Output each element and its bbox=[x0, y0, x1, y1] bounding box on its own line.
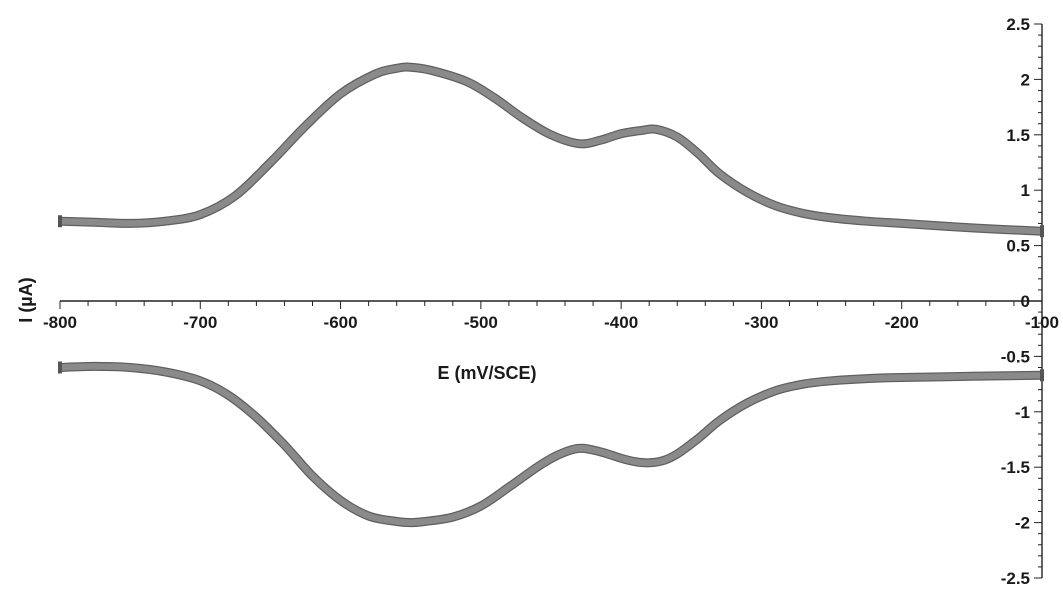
series-line-outline-1 bbox=[59, 62, 1043, 236]
x-tick-label: -700 bbox=[183, 313, 217, 332]
y-tick-label: -1 bbox=[1015, 403, 1030, 422]
x-tick-label: -200 bbox=[885, 313, 919, 332]
series-line-2 bbox=[59, 363, 1043, 526]
series-1-start-cap bbox=[58, 215, 62, 228]
x-tick-label: -400 bbox=[604, 313, 638, 332]
series-layer bbox=[58, 62, 1044, 528]
series-1-end-cap bbox=[1040, 225, 1044, 238]
series-line-1 bbox=[59, 63, 1043, 235]
y-tick-label: 0.5 bbox=[1006, 237, 1030, 256]
y-tick-label: 1 bbox=[1021, 181, 1030, 200]
y-tick-label: 0 bbox=[1021, 292, 1030, 311]
x-tick-label: -100 bbox=[1025, 313, 1059, 332]
y-tick-label: -1.5 bbox=[1001, 458, 1030, 477]
y-tick-label: 2.5 bbox=[1006, 15, 1030, 34]
series-line-outline-2 bbox=[59, 361, 1043, 528]
axes bbox=[59, 23, 1043, 579]
x-axis-title: E (mV/SCE) bbox=[437, 363, 536, 383]
y-tick-label: 2 bbox=[1021, 70, 1030, 89]
y-tick-label: 1.5 bbox=[1006, 126, 1030, 145]
tick-label-layer: -800 -700 -600 -500 -400 -300 -200 -100 -2.5 -2 -1… bbox=[43, 15, 1059, 588]
x-tick-label: -500 bbox=[464, 313, 498, 332]
y-axis-title: I (µA) bbox=[16, 277, 36, 322]
series-2-start-cap bbox=[58, 361, 62, 374]
series-2-end-cap bbox=[1040, 369, 1044, 382]
y-tick-label: -2.5 bbox=[1001, 569, 1030, 588]
x-tick-label: -300 bbox=[744, 313, 778, 332]
x-tick-label: -800 bbox=[43, 313, 77, 332]
y-tick-label: -0.5 bbox=[1001, 347, 1030, 366]
x-tick-label: -600 bbox=[324, 313, 358, 332]
y-tick-label: -2 bbox=[1015, 514, 1030, 533]
